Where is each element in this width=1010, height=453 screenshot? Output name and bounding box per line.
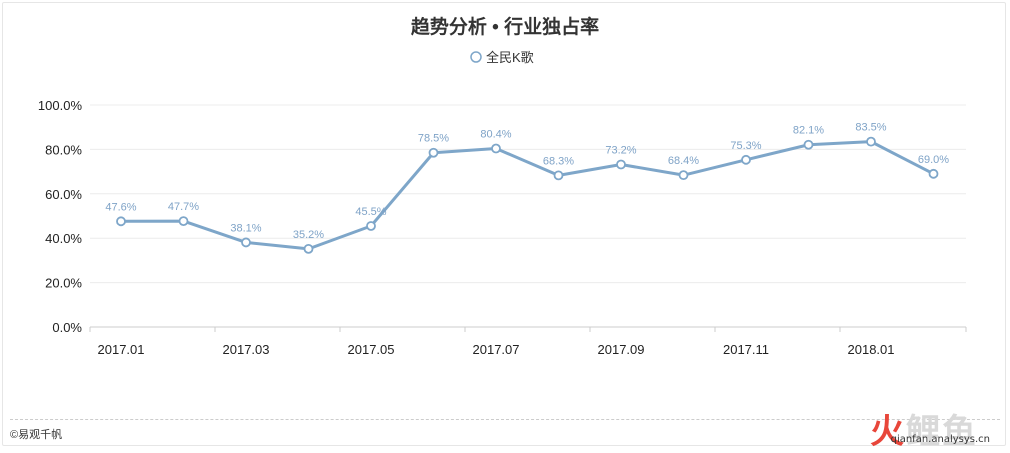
y-tick-label: 40.0% xyxy=(45,231,82,246)
data-point xyxy=(491,143,501,154)
data-label: 38.1% xyxy=(230,222,261,234)
data-point xyxy=(303,243,314,254)
data-point xyxy=(866,136,876,147)
data-label: 78.5% xyxy=(418,133,449,145)
data-point xyxy=(616,159,626,170)
data-points xyxy=(116,136,939,254)
data-label: 73.2% xyxy=(605,144,636,156)
series-line xyxy=(120,140,935,251)
x-tick-label: 2017.01 xyxy=(98,342,145,357)
axes xyxy=(89,326,967,332)
data-point xyxy=(741,154,751,165)
data-point xyxy=(116,216,126,227)
copyright-text: ©易观千帆 xyxy=(10,429,63,441)
data-label: 68.4% xyxy=(668,155,699,167)
footer-divider xyxy=(10,419,1000,420)
data-label: 82.1% xyxy=(793,125,824,137)
watermark-url: qianfan.analysys.cn xyxy=(890,434,990,445)
legend[interactable]: 全民K歌 xyxy=(470,50,534,65)
y-tick-label: 60.0% xyxy=(45,187,82,202)
legend-label: 全民K歌 xyxy=(486,50,534,65)
data-label: 47.7% xyxy=(168,201,199,213)
data-point xyxy=(553,170,564,181)
y-tick-label: 80.0% xyxy=(45,142,82,157)
chart-title: 趋势分析 • 行业独占率 xyxy=(411,15,599,38)
data-label: 68.3% xyxy=(543,155,574,167)
data-label: 80.4% xyxy=(480,129,511,141)
data-point xyxy=(178,216,189,227)
grid xyxy=(90,104,966,284)
x-tick-label: 2017.07 xyxy=(473,342,520,357)
x-axis-ticks: 2017.01 2017.03 2017.05 2017.07 2017.09 2017.… xyxy=(98,342,895,357)
x-tick-label: 2017.05 xyxy=(348,342,395,357)
y-tick-label: 0.0% xyxy=(52,320,82,335)
y-axis-ticks: 0.0% 20.0% 40.0% 60.0% 80.0% 100.0% xyxy=(38,98,83,335)
data-label: 69.0% xyxy=(918,154,949,166)
data-point xyxy=(241,237,251,248)
data-point xyxy=(678,170,689,181)
legend-marker-icon xyxy=(470,51,482,63)
data-label: 47.6% xyxy=(105,201,136,213)
data-label: 83.5% xyxy=(855,122,886,134)
y-tick-label: 20.0% xyxy=(45,276,82,291)
data-labels: 47.6% 47.7% 38.1% 35.2% 45.5% 78.5% 80.4% 68.3%… xyxy=(105,122,949,241)
x-tick-label: 2017.03 xyxy=(223,342,270,357)
data-point xyxy=(803,139,814,150)
x-tick-label: 2018.01 xyxy=(848,342,895,357)
chart-frame xyxy=(2,2,1006,446)
y-tick-label: 100.0% xyxy=(38,98,83,113)
data-label: 75.3% xyxy=(730,140,761,152)
data-point xyxy=(428,147,439,158)
data-label: 35.2% xyxy=(293,229,324,241)
watermark-logo: 火鲤鱼 qianfan.analysys.cn xyxy=(840,404,990,451)
x-tick-label: 2017.09 xyxy=(598,342,645,357)
watermark-logo-icon: 火鲤鱼 xyxy=(870,413,978,451)
data-point xyxy=(928,168,939,179)
data-label: 45.5% xyxy=(355,206,386,218)
data-point xyxy=(366,221,376,231)
x-tick-label: 2017.11 xyxy=(723,342,769,357)
